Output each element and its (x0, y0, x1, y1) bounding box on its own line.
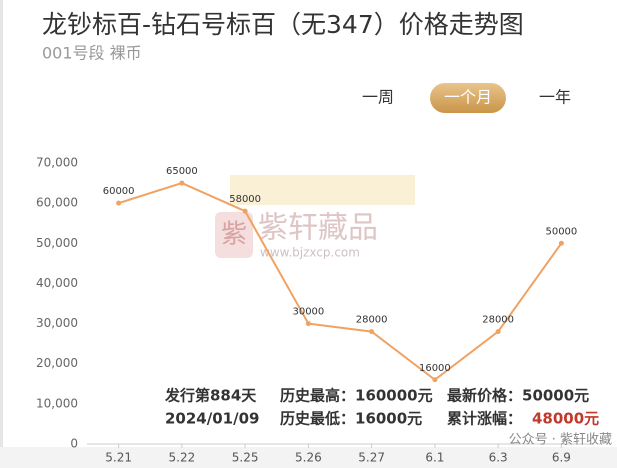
stat-latest: 最新价格：50000元 (447, 387, 589, 405)
watermark-brand: 紫轩藏品 (258, 211, 378, 246)
y-tick-label: 20,000 (36, 356, 78, 370)
tab[interactable]: 一个月 (444, 88, 492, 107)
data-label: 65000 (166, 166, 198, 177)
data-label: 30000 (292, 307, 324, 318)
x-tick-label: 5.21 (105, 451, 132, 465)
data-label: 58000 (229, 194, 261, 205)
x-tick-label: 6.1 (425, 451, 444, 465)
x-tick-label: 5.27 (358, 451, 385, 465)
stat-change-value: 48000元 (532, 410, 599, 428)
data-label: 50000 (545, 226, 577, 237)
y-tick-label: 70,000 (36, 156, 78, 170)
left-edge (0, 0, 3, 468)
x-tick-label: 5.26 (295, 451, 322, 465)
point (305, 321, 311, 327)
stat-date: 2024/01/09 (165, 410, 259, 428)
x-axis-band (0, 447, 617, 468)
stat-high: 历史最高：160000元 (280, 387, 433, 405)
y-tick-label: 60,000 (36, 196, 78, 210)
data-label: 16000 (419, 363, 451, 374)
active-tab-pill (430, 83, 506, 113)
stat-days: 发行第884天 (164, 387, 257, 405)
x-tick-label: 6.3 (489, 451, 508, 465)
x-tick-label: 5.25 (232, 451, 259, 465)
point (179, 180, 185, 186)
watermark-site: www.bjzxcp.com (260, 246, 360, 260)
point (116, 200, 122, 206)
subtitle: 001号段 裸币 (42, 44, 142, 63)
blurred-area (230, 175, 415, 205)
point (432, 377, 438, 383)
price-line (118, 182, 563, 382)
stat-change-label: 累计涨幅： (447, 410, 522, 428)
point (369, 329, 375, 335)
data-label: 60000 (103, 186, 135, 197)
point (558, 240, 564, 246)
x-tick-label: 5.22 (169, 451, 196, 465)
x-tick-label: 6.9 (552, 451, 571, 465)
watermark-seal (215, 212, 253, 258)
y-tick-label: 50,000 (36, 236, 78, 250)
watermark-account: 公众号 · 紫轩收藏 (509, 433, 612, 448)
stat-low: 历史最低：16000元 (280, 410, 422, 428)
y-tick-label: 0 (70, 437, 78, 451)
y-tick-label: 40,000 (36, 276, 78, 290)
tab[interactable]: 一年 (539, 88, 571, 107)
point (242, 208, 248, 214)
data-label: 28000 (356, 315, 388, 326)
data-label: 28000 (482, 315, 514, 326)
point (495, 329, 501, 335)
watermark-seal-char: 紫 (221, 220, 247, 250)
y-tick-label: 30,000 (36, 316, 78, 330)
y-tick-label: 10,000 (36, 396, 78, 410)
tab[interactable]: 一周 (362, 88, 394, 107)
title: 龙钞标百-钻石号标百（无347）价格走势图 (42, 10, 524, 39)
